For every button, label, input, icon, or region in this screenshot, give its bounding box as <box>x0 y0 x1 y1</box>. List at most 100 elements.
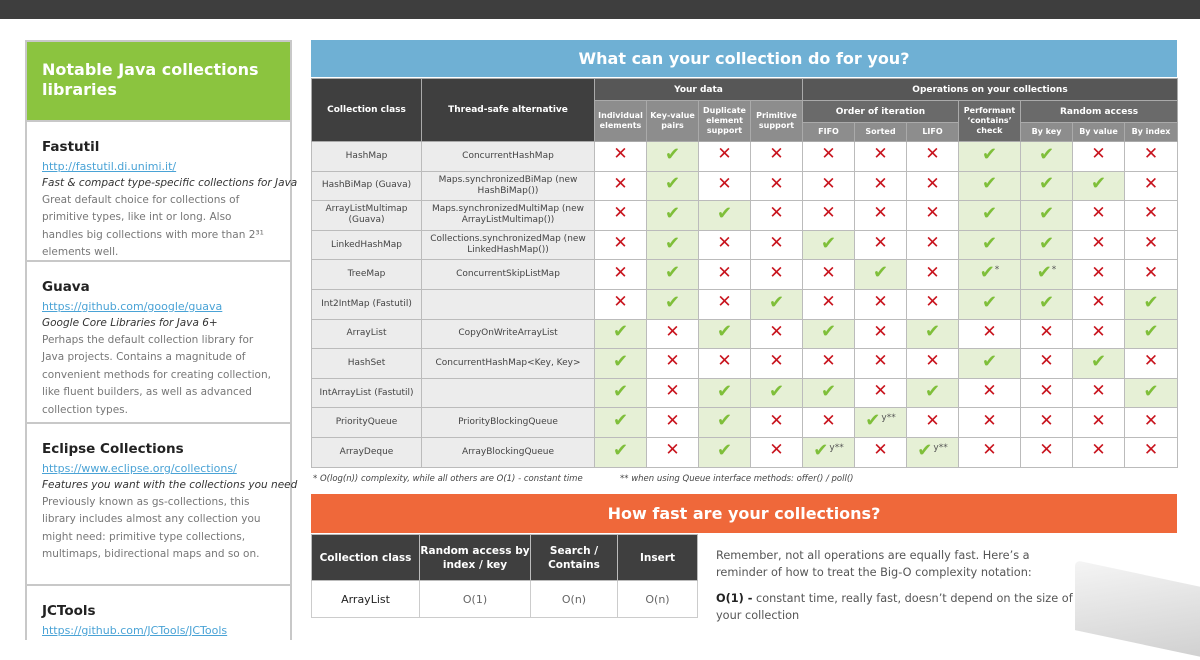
unsupported-cell: ✕ <box>854 436 907 468</box>
cross-icon: ✕ <box>821 351 836 372</box>
cross-icon: ✕ <box>665 410 680 431</box>
unsupported-cell: ✕ <box>646 348 699 379</box>
check-icon: ✔ <box>1143 380 1159 402</box>
cross-icon: ✕ <box>1143 410 1159 431</box>
supported-cell: ✔ <box>958 141 1021 172</box>
unsupported-cell: ✕ <box>906 259 959 290</box>
unsupported-cell: ✕ <box>1124 259 1178 290</box>
check-icon: ✔ <box>981 291 998 313</box>
unsupported-cell: ✕ <box>1124 229 1178 261</box>
thread-safe-alternative: PriorityBlockingQueue <box>421 407 595 438</box>
cross-icon: ✕ <box>1091 440 1106 461</box>
check-icon: ✔ <box>820 232 837 254</box>
supported-cell: ✔ <box>698 200 751 231</box>
cross-icon: ✕ <box>821 292 836 313</box>
cross-icon: ✕ <box>665 321 680 342</box>
supported-cell: ✔ <box>1020 200 1073 231</box>
supported-cell: ✔ <box>958 348 1021 379</box>
library-link[interactable]: https://github.com/google/guava <box>42 300 223 313</box>
unsupported-cell: ✕ <box>1072 200 1125 231</box>
unsupported-cell: ✕ <box>1072 141 1125 172</box>
unsupported-cell: ✕ <box>958 377 1021 409</box>
unsupported-cell: ✕ <box>1020 377 1073 409</box>
supported-cell: ✔ <box>646 229 699 261</box>
unsupported-cell: ✕ <box>854 229 907 261</box>
supported-cell: ✔ <box>750 288 803 320</box>
unsupported-cell: ✕ <box>646 407 699 438</box>
supported-cell: ✔ <box>698 318 751 350</box>
unsupported-cell: ✕ <box>958 436 1021 468</box>
supported-cell: ✔ <box>646 259 699 290</box>
library-jctools: JCTools https://github.com/JCTools/JCToo… <box>27 584 290 639</box>
cross-icon: ✕ <box>982 321 997 342</box>
check-icon: ✔ <box>716 410 733 432</box>
supported-cell: ✔ <box>958 288 1021 320</box>
header-operations: Operations on your collections <box>802 78 1178 101</box>
collection-class: HashSet <box>311 348 422 379</box>
library-link[interactable]: https://www.eclipse.org/collections/ <box>42 462 237 475</box>
header-primitive: Primitive support <box>750 100 803 142</box>
library-name: Eclipse Collections <box>42 441 184 457</box>
cross-icon: ✕ <box>769 410 784 431</box>
speed-header-search: Search / Contains <box>530 534 618 581</box>
thread-safe-alternative: Collections.synchronizedMap (new LinkedH… <box>421 229 595 261</box>
supported-cell: ✔ <box>958 200 1021 231</box>
thread-safe-alternative <box>421 377 595 409</box>
unsupported-cell: ✕ <box>594 200 647 231</box>
header-thread-safe: Thread-safe alternative <box>421 78 595 142</box>
collection-class: PriorityQueue <box>311 407 422 438</box>
footnote-single-star: * O(log(n)) complexity, while all others… <box>313 474 583 484</box>
supported-cell: ✔ <box>1020 141 1073 172</box>
cross-icon: ✕ <box>821 410 836 431</box>
unsupported-cell: ✕ <box>646 436 699 468</box>
unsupported-cell: ✕ <box>906 407 959 438</box>
speed-random: O(1) <box>419 580 531 618</box>
check-icon: ✔ <box>664 143 681 165</box>
cross-icon: ✕ <box>769 262 784 283</box>
thread-safe-alternative: ArrayBlockingQueue <box>421 436 595 468</box>
unsupported-cell: ✕ <box>1072 288 1125 320</box>
table-row: IntArrayList (Fastutil) ✔ ✕ ✔ ✔ ✔ ✕ ✔ ✕ ✕ ✕ ✔ <box>311 377 1178 409</box>
unsupported-cell: ✕ <box>750 170 803 202</box>
libraries-sidebar: Notable Java collections libraries Fastu… <box>25 40 297 640</box>
supported-cell: ✔ <box>958 170 1021 202</box>
library-link[interactable]: http://fastutil.di.unimi.it/ <box>42 160 177 173</box>
table-row: PriorityQueue PriorityBlockingQueue ✔ ✕ ✔ ✕ ✕ ✔… <box>311 407 1178 438</box>
o1-text: constant time, really fast, doesn’t depe… <box>716 592 1073 622</box>
check-icon: ✔ <box>981 350 998 372</box>
cross-icon: ✕ <box>982 440 997 461</box>
table-row: HashSet ConcurrentHashMap<Key, Key> ✔ ✕ ✕ ✕ ✕ ✕… <box>311 348 1178 379</box>
supported-cell: ✔ <box>646 170 699 202</box>
table-row: HashBiMap (Guava) Maps.synchronizedBiMap … <box>311 170 1178 202</box>
supported-cell: ✔y** <box>854 407 907 438</box>
cross-icon: ✕ <box>873 292 888 313</box>
check-icon: ✔ <box>1038 173 1055 195</box>
check-icon: ✔ <box>820 380 837 402</box>
cross-icon: ✕ <box>1091 292 1106 313</box>
cross-icon: ✕ <box>769 203 784 224</box>
cross-icon: ✕ <box>982 410 997 431</box>
collection-class: HashMap <box>311 141 422 172</box>
cross-icon: ✕ <box>821 262 836 283</box>
cross-icon: ✕ <box>717 351 732 372</box>
sidebar-title: Notable Java collections libraries <box>27 42 290 120</box>
library-description: Previously known as gs-collections, this… <box>42 496 261 561</box>
unsupported-cell: ✕ <box>750 229 803 261</box>
check-icon: ✔ <box>612 439 629 461</box>
header-your-data: Your data <box>594 78 803 101</box>
table-row: LinkedHashMap Collections.synchronizedMap… <box>311 229 1178 261</box>
unsupported-cell: ✕ <box>698 288 751 320</box>
collection-class: Int2IntMap (Fastutil) <box>311 288 422 320</box>
check-icon: ✔ <box>1038 143 1055 165</box>
check-icon: ✔ <box>716 439 733 461</box>
cross-icon: ✕ <box>1143 351 1159 372</box>
unsupported-cell: ✕ <box>802 407 855 438</box>
library-link[interactable]: https://github.com/JCTools/JCTools <box>42 624 228 637</box>
cross-icon: ✕ <box>717 144 732 165</box>
check-icon: ✔ <box>612 410 629 432</box>
speed-header-insert: Insert <box>617 534 698 581</box>
note-o1: O(1) - constant time, really fast, doesn… <box>716 591 1076 624</box>
cross-icon: ✕ <box>873 144 888 165</box>
header-sorted: Sorted <box>854 122 907 142</box>
check-icon: ✔ <box>768 291 785 313</box>
